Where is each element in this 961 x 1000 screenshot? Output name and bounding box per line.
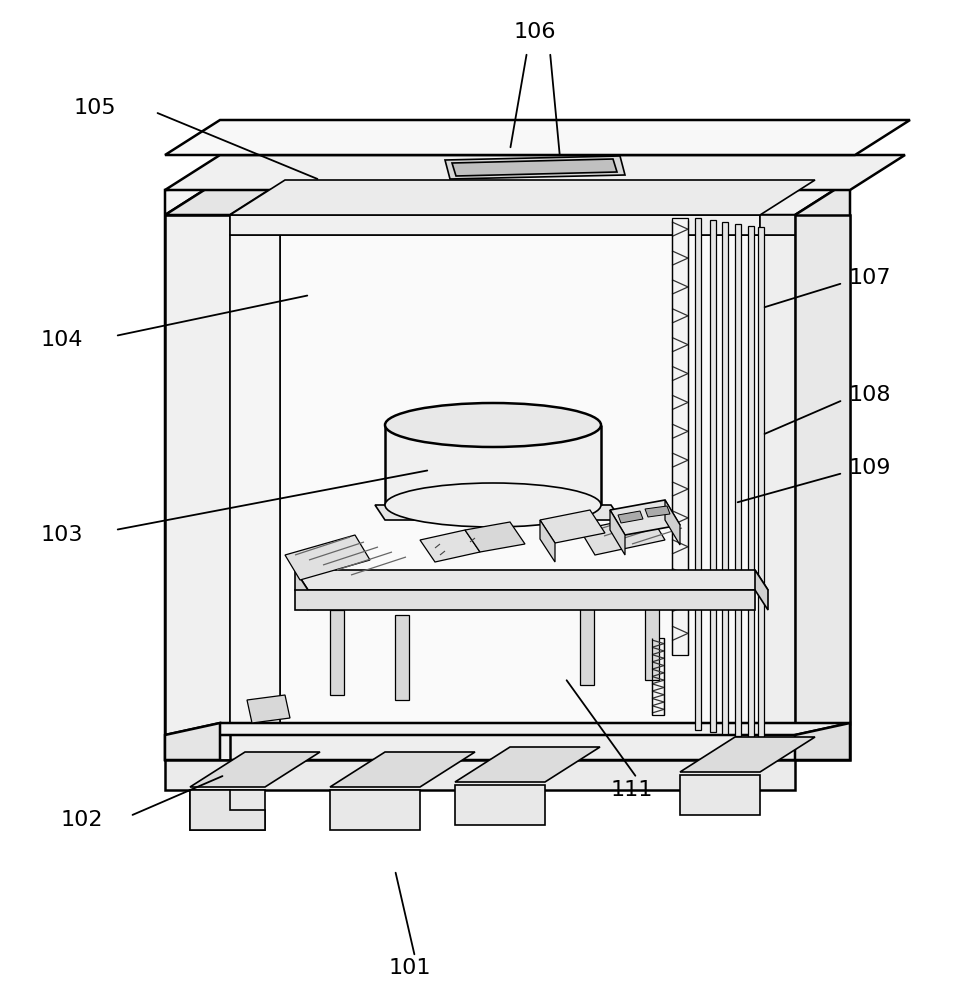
Polygon shape — [609, 510, 625, 555]
Polygon shape — [679, 775, 759, 815]
Polygon shape — [644, 595, 658, 680]
Polygon shape — [165, 760, 794, 790]
Polygon shape — [165, 180, 850, 215]
Text: 109: 109 — [848, 458, 890, 478]
Ellipse shape — [384, 483, 601, 527]
Text: 107: 107 — [848, 268, 890, 288]
Polygon shape — [794, 723, 850, 760]
Text: 106: 106 — [513, 22, 555, 42]
Polygon shape — [609, 500, 679, 535]
Text: 105: 105 — [74, 98, 116, 118]
Polygon shape — [679, 737, 814, 772]
Polygon shape — [759, 215, 794, 235]
Polygon shape — [190, 752, 320, 787]
Polygon shape — [539, 520, 554, 562]
Polygon shape — [384, 425, 601, 505]
Polygon shape — [644, 506, 669, 517]
Polygon shape — [579, 515, 664, 555]
Polygon shape — [165, 723, 220, 760]
Text: 102: 102 — [61, 810, 103, 830]
Polygon shape — [445, 156, 625, 179]
Polygon shape — [464, 522, 525, 552]
Polygon shape — [759, 235, 794, 735]
Text: 111: 111 — [610, 780, 653, 800]
Polygon shape — [420, 530, 480, 562]
Polygon shape — [794, 215, 850, 760]
Polygon shape — [395, 615, 408, 700]
Polygon shape — [230, 180, 814, 215]
Polygon shape — [165, 120, 909, 155]
Polygon shape — [284, 535, 370, 580]
Polygon shape — [190, 790, 264, 830]
Polygon shape — [579, 600, 593, 685]
Polygon shape — [672, 218, 687, 655]
Polygon shape — [734, 224, 740, 736]
Polygon shape — [722, 222, 727, 734]
Polygon shape — [230, 215, 759, 235]
Polygon shape — [375, 505, 621, 520]
Polygon shape — [754, 570, 767, 610]
Polygon shape — [295, 590, 754, 610]
Polygon shape — [295, 570, 767, 590]
Polygon shape — [330, 752, 475, 787]
Polygon shape — [794, 180, 850, 760]
Polygon shape — [709, 220, 715, 732]
Polygon shape — [295, 570, 308, 610]
Polygon shape — [452, 159, 616, 176]
Text: 108: 108 — [848, 385, 890, 405]
Text: 103: 103 — [40, 525, 84, 545]
Polygon shape — [330, 610, 344, 695]
Polygon shape — [165, 723, 850, 735]
Polygon shape — [165, 155, 904, 190]
Polygon shape — [165, 180, 284, 215]
Polygon shape — [280, 235, 759, 735]
Polygon shape — [757, 227, 763, 739]
Polygon shape — [230, 235, 280, 735]
Text: 104: 104 — [40, 330, 84, 350]
Polygon shape — [190, 790, 264, 830]
Polygon shape — [455, 785, 545, 825]
Polygon shape — [165, 185, 259, 760]
Polygon shape — [455, 747, 600, 782]
Polygon shape — [330, 790, 420, 830]
Polygon shape — [748, 226, 753, 738]
Ellipse shape — [384, 403, 601, 447]
Polygon shape — [617, 511, 642, 523]
Polygon shape — [664, 500, 679, 545]
Polygon shape — [165, 725, 850, 760]
Polygon shape — [165, 215, 230, 760]
Polygon shape — [247, 695, 289, 723]
Text: 101: 101 — [388, 958, 431, 978]
Polygon shape — [694, 218, 701, 730]
Polygon shape — [539, 510, 604, 543]
Polygon shape — [652, 638, 663, 715]
